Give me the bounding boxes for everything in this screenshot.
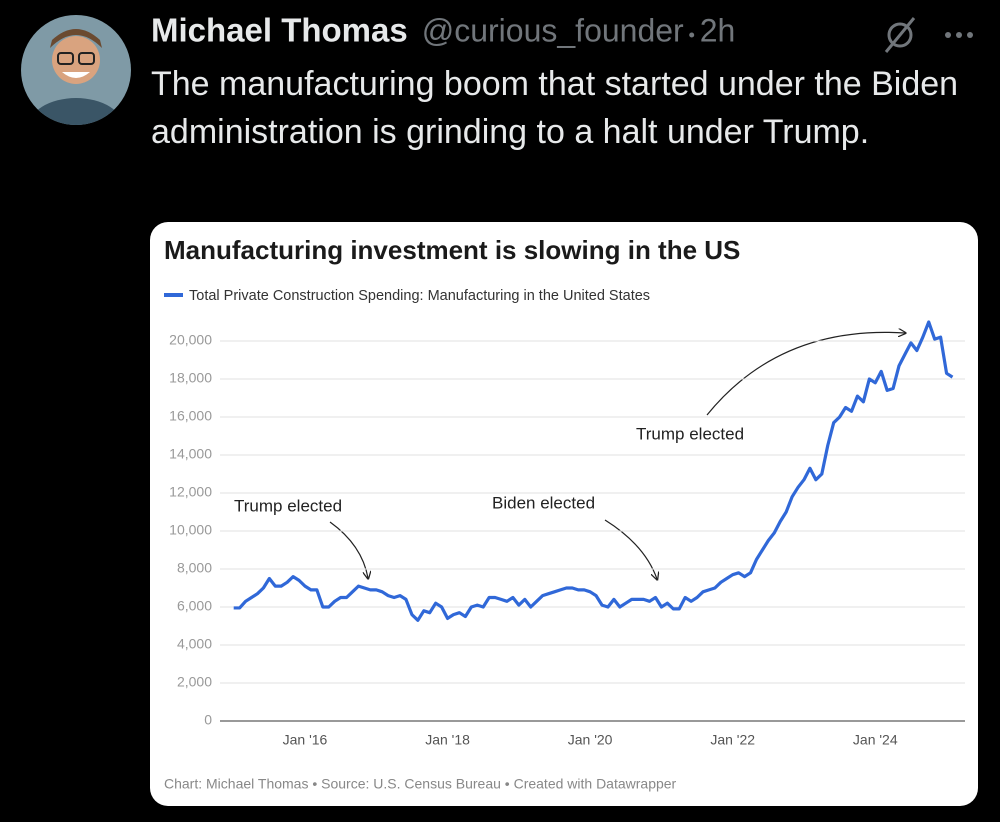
legend-label: Total Private Construction Spending: Man… (189, 288, 650, 304)
annotation: Trump elected (234, 496, 342, 515)
chart-title: Manufacturing investment is slowing in t… (164, 235, 740, 265)
annotation-arrow (706, 332, 905, 416)
y-tick-label: 20,000 (169, 332, 212, 348)
chart-source: Chart: Michael Thomas • Source: U.S. Cen… (164, 776, 677, 792)
y-tick-label: 6,000 (177, 598, 212, 614)
avatar[interactable] (21, 15, 131, 158)
y-tick-label: 8,000 (177, 560, 212, 576)
x-tick-label: Jan '24 (853, 732, 898, 748)
annotation: Trump elected (636, 424, 744, 443)
annotation-arrow (329, 521, 368, 578)
more-button[interactable] (945, 32, 973, 38)
x-tick-label: Jan '18 (425, 732, 470, 748)
x-tick-label: Jan '20 (568, 732, 613, 748)
separator-dot (689, 32, 695, 38)
annotation: Biden elected (492, 493, 595, 512)
author-name[interactable]: Michael Thomas (151, 12, 408, 49)
y-tick-label: 18,000 (169, 370, 212, 386)
chart-card[interactable] (150, 222, 978, 806)
y-tick-label: 16,000 (169, 408, 212, 424)
y-tick-label: 10,000 (169, 522, 212, 538)
author-handle[interactable]: @curious_founder (422, 12, 684, 48)
grok-icon[interactable] (884, 17, 916, 53)
data-line (233, 320, 954, 622)
x-tick-label: Jan '22 (710, 732, 755, 748)
y-tick-label: 0 (204, 712, 212, 728)
y-tick-label: 2,000 (177, 674, 212, 690)
x-tick-label: Jan '16 (283, 732, 328, 748)
y-tick-label: 12,000 (169, 484, 212, 500)
y-tick-label: 4,000 (177, 636, 212, 652)
y-tick-label: 14,000 (169, 446, 212, 462)
tweet-text: The manufacturing boom that started unde… (151, 65, 959, 151)
annotation-arrow (604, 519, 657, 579)
timestamp[interactable]: 2h (700, 12, 736, 48)
